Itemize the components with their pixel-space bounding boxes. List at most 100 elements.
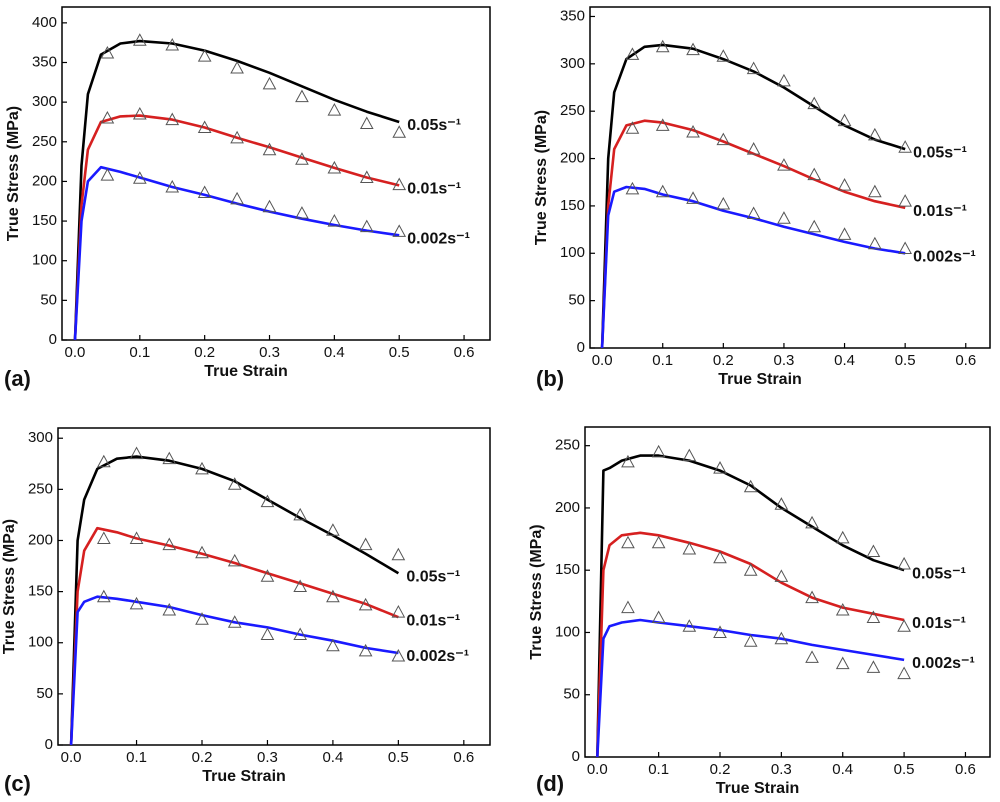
predicted-point <box>195 461 209 475</box>
panel-label: (c) <box>4 771 31 796</box>
x-tick-label: 0.0 <box>65 344 86 361</box>
y-tick-label: 50 <box>563 686 580 703</box>
predicted-point <box>100 110 115 124</box>
experimental-curve <box>600 185 906 349</box>
predicted-point <box>327 160 342 174</box>
predicted-point <box>262 76 277 90</box>
experimental-curve <box>600 119 906 349</box>
predicted-point <box>837 178 852 191</box>
predicted-point <box>132 106 147 120</box>
predicted-point <box>326 523 340 536</box>
predicted-point <box>359 170 374 183</box>
predicted-point <box>326 589 340 603</box>
predicted-point <box>262 142 277 156</box>
predicted-point <box>197 49 212 62</box>
predicted-point <box>293 579 308 592</box>
predicted-point <box>625 47 640 60</box>
x-tick-label: 0.2 <box>713 352 734 369</box>
predicted-point <box>230 191 244 205</box>
predicted-point <box>837 113 852 127</box>
panel-label: (a) <box>4 366 31 391</box>
series-label: 0.01s⁻¹ <box>406 612 460 629</box>
predicted-point <box>746 206 761 219</box>
predicted-point <box>260 569 275 582</box>
panel: 0.0 0.1 0.2 0.3 0.4 0.5 0.6 0 50 100 150 200 250 300 3… <box>533 6 991 391</box>
predicted-point <box>293 507 308 521</box>
x-tick-label: 0.5 <box>894 761 915 778</box>
y-tick-label: 250 <box>560 102 585 119</box>
y-tick-label: 250 <box>555 437 580 454</box>
predicted-point <box>230 61 244 74</box>
series-label: 0.002s⁻¹ <box>913 248 976 265</box>
y-tick-label: 0 <box>49 331 57 348</box>
y-tick-label: 100 <box>32 252 57 269</box>
predicted-point <box>868 184 882 198</box>
experimental-curve <box>73 114 400 341</box>
predicted-point <box>162 602 177 616</box>
predicted-point <box>326 638 340 652</box>
predicted-point <box>743 479 758 493</box>
predicted-point <box>746 61 761 75</box>
predicted-point <box>777 211 791 224</box>
x-tick-label: 0.3 <box>259 344 280 361</box>
predicted-point <box>162 451 177 465</box>
predicted-point <box>359 219 374 233</box>
predicted-point <box>866 610 881 624</box>
x-tick-label: 0.1 <box>126 749 147 766</box>
predicted-point <box>777 158 791 171</box>
predicted-point <box>713 461 727 474</box>
predicted-point <box>655 184 670 198</box>
experimental-curve <box>69 526 399 746</box>
predicted-point <box>835 530 850 544</box>
predicted-point <box>392 177 407 191</box>
predicted-point <box>897 666 911 680</box>
y-tick-label: 400 <box>32 14 57 31</box>
x-tick-label: 0.0 <box>61 749 82 766</box>
predicted-point <box>392 224 407 237</box>
x-axis-label: True Strain <box>204 363 288 380</box>
y-tick-label: 50 <box>568 292 585 309</box>
y-tick-label: 100 <box>28 634 53 651</box>
experimental-curve <box>69 595 399 746</box>
predicted-point <box>686 124 700 138</box>
x-tick-label: 0.2 <box>194 344 215 361</box>
predicted-point <box>358 597 373 611</box>
predicted-point <box>621 535 635 549</box>
predicted-point <box>96 531 111 544</box>
y-tick-label: 150 <box>32 212 57 229</box>
x-tick-label: 0.0 <box>592 352 613 369</box>
predicted-point <box>295 89 309 103</box>
predicted-point <box>358 643 373 657</box>
predicted-point <box>807 96 822 110</box>
predicted-point <box>621 600 635 614</box>
x-axis-label: True Strain <box>718 371 802 388</box>
predicted-point <box>165 112 180 126</box>
panel: 0.0 0.1 0.2 0.3 0.4 0.5 0.6 0 50 100 150 200 250 True… <box>528 426 991 797</box>
x-tick-label: 0.1 <box>652 352 673 369</box>
y-tick-label: 300 <box>28 429 53 446</box>
predicted-point <box>807 167 822 181</box>
y-tick-label: 50 <box>40 291 57 308</box>
predicted-point <box>129 531 144 544</box>
plot-frame <box>584 426 991 758</box>
predicted-point <box>774 569 789 582</box>
predicted-point <box>805 515 819 529</box>
predicted-point <box>686 191 700 204</box>
predicted-point <box>100 45 115 59</box>
y-tick-label: 150 <box>28 583 53 600</box>
y-tick-label: 350 <box>560 7 585 24</box>
y-tick-label: 150 <box>555 561 580 578</box>
predicted-point <box>655 118 670 131</box>
experimental-curve <box>596 618 905 758</box>
predicted-point <box>129 446 144 460</box>
y-tick-label: 100 <box>560 244 585 261</box>
predicted-point <box>260 627 275 641</box>
y-tick-label: 200 <box>560 150 585 167</box>
x-axis-label: True Strain <box>716 780 800 797</box>
experimental-curve <box>600 43 906 349</box>
x-tick-label: 0.2 <box>710 761 731 778</box>
predicted-point <box>625 181 640 195</box>
x-tick-label: 0.4 <box>834 352 855 369</box>
predicted-point <box>327 103 342 116</box>
x-tick-label: 0.1 <box>648 761 669 778</box>
